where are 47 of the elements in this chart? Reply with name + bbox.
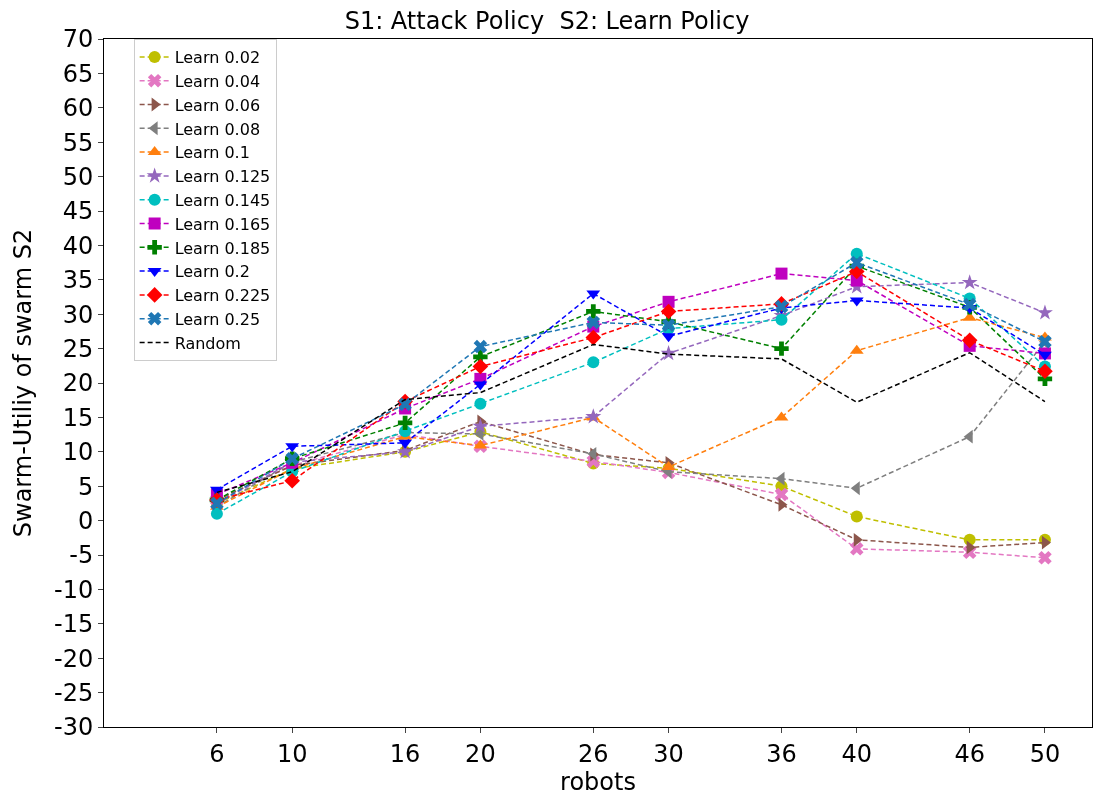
- legend-label: Learn 0.06: [174, 95, 261, 115]
- legend-label: Random: [174, 333, 241, 353]
- legend-label: Learn 0.185: [174, 238, 271, 258]
- y-tick-label: 30: [62, 300, 94, 329]
- legend-label: Learn 0.02: [174, 48, 261, 68]
- x-tick-label: 50: [1029, 739, 1061, 768]
- x-tick-label: 40: [841, 739, 873, 768]
- y-tick-label: -25: [54, 679, 94, 707]
- legend-label: Learn 0.04: [174, 71, 261, 91]
- x-tick-label: 6: [209, 739, 225, 768]
- legend-label: Learn 0.125: [174, 167, 271, 187]
- legend-label: Learn 0.145: [174, 190, 271, 210]
- y-tick-label: -10: [54, 575, 94, 604]
- y-tick-label: -30: [54, 713, 94, 742]
- y-tick-label: -20: [54, 644, 94, 673]
- legend-label: Learn 0.165: [174, 214, 271, 234]
- x-tick-label: 20: [465, 739, 496, 768]
- x-axis-title: robots: [560, 767, 636, 796]
- legend-label: Learn 0.08: [174, 119, 261, 139]
- y-tick-label: 40: [62, 231, 94, 260]
- y-tick-label: 55: [62, 128, 94, 157]
- y-tick-label: 50: [62, 163, 94, 191]
- legend-label: Learn 0.225: [174, 286, 271, 306]
- x-tick-label: 10: [276, 739, 308, 768]
- y-tick-label: 60: [62, 94, 94, 123]
- chart-title: S1: Attack Policy S2: Learn Policy: [344, 6, 750, 35]
- legend-label: Learn 0.1: [174, 143, 250, 163]
- x-tick-label: 46: [954, 739, 985, 768]
- x-tick-label: 30: [653, 739, 684, 768]
- y-axis-title: Swarm-Utiliy of swarm S2: [9, 228, 38, 538]
- y-tick-label: 10: [62, 438, 94, 467]
- y-tick-label: 0: [77, 507, 94, 535]
- y-tick-label: 70: [62, 25, 94, 54]
- legend-label: Learn 0.2: [174, 262, 250, 282]
- x-tick-label: 26: [578, 739, 609, 768]
- y-tick-label: 35: [62, 266, 94, 295]
- y-tick-label: 5: [77, 472, 94, 501]
- y-tick-label: -5: [69, 541, 94, 570]
- y-tick-label: -15: [54, 610, 94, 639]
- y-tick-label: 15: [62, 403, 94, 432]
- y-tick-label: 65: [62, 59, 94, 88]
- legend-label: Learn 0.25: [174, 309, 261, 329]
- y-tick-label: 25: [62, 335, 94, 363]
- x-tick-label: 16: [389, 739, 421, 768]
- y-tick-label: 45: [62, 197, 94, 226]
- x-tick-label: 36: [766, 739, 797, 768]
- y-tick-label: 20: [62, 369, 94, 398]
